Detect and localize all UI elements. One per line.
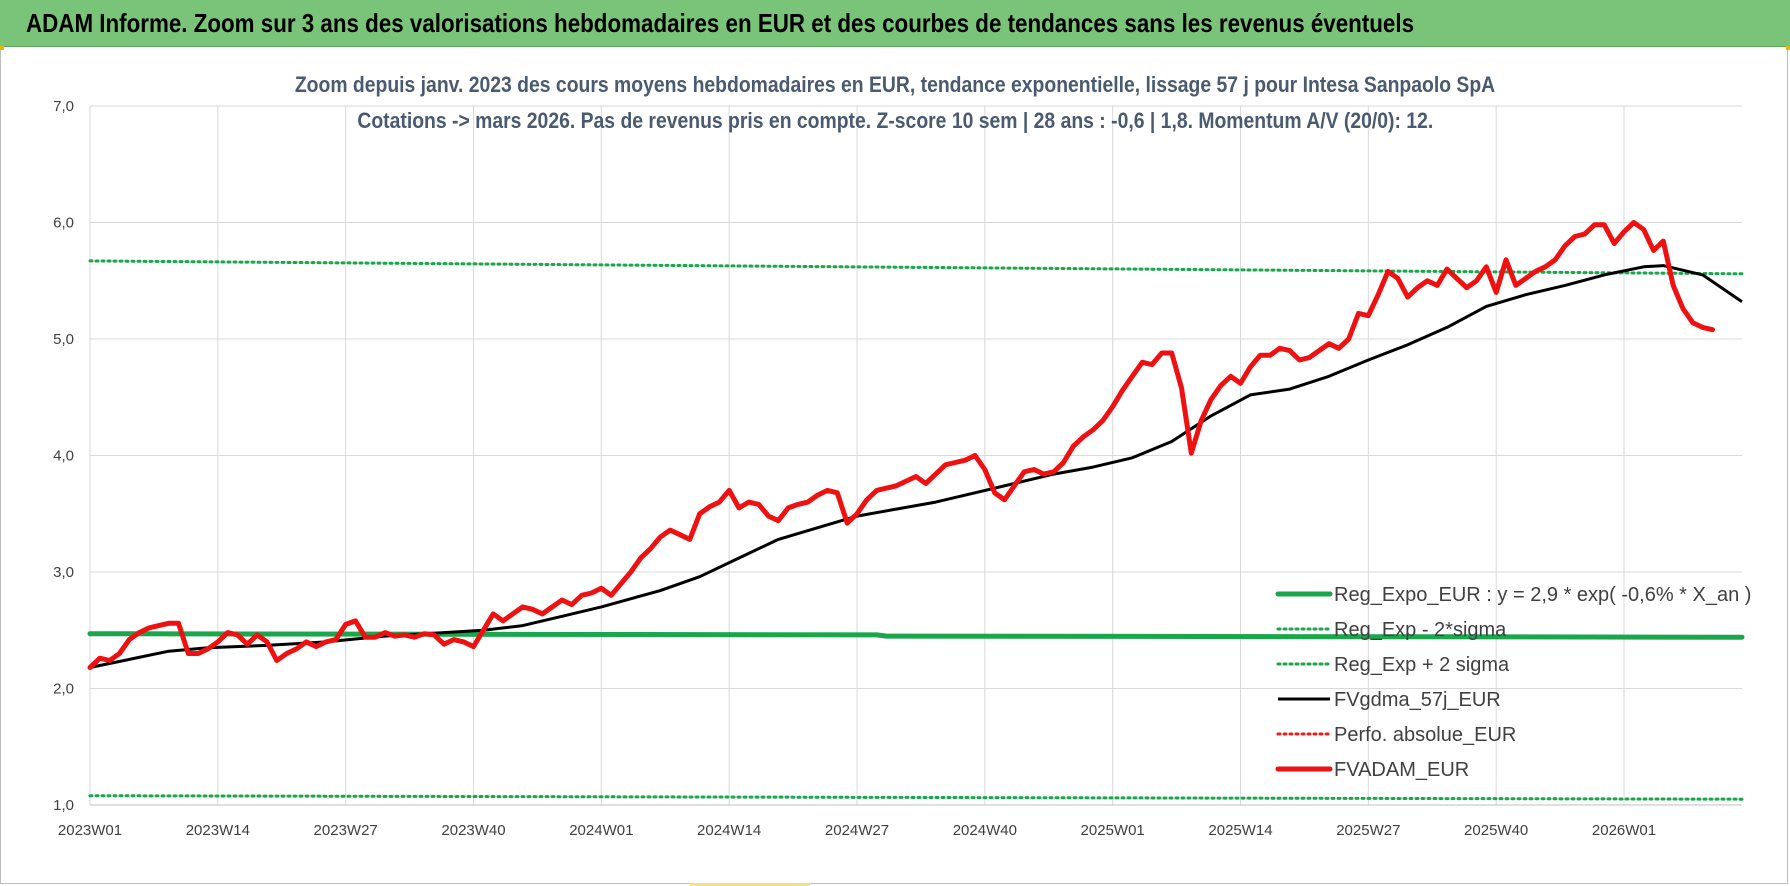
legend-label: FVADAM_EUR (1334, 759, 1469, 781)
report-banner: ADAM Informe. Zoom sur 3 ans des valoris… (0, 0, 1790, 47)
x-tick-label: 2024W01 (569, 822, 633, 839)
chart-title-text: Zoom depuis janv. 2023 des cours moyens … (294, 72, 1496, 97)
x-tick-label: 2025W14 (1208, 822, 1272, 839)
y-tick-label: 1,0 (53, 797, 74, 814)
x-tick-label: 2023W40 (441, 822, 505, 839)
y-tick-label: 7,0 (53, 98, 74, 115)
chart-title: Zoom depuis janv. 2023 des cours moyens … (0, 72, 1790, 98)
series-line (88, 794, 1744, 801)
y-tick-label: 2,0 (53, 681, 74, 698)
series-line (88, 259, 1744, 276)
series-line (87, 220, 1715, 670)
x-tick-label: 2023W27 (314, 822, 378, 839)
x-tick-label: 2024W14 (697, 822, 761, 839)
legend-label: Reg_Exp - 2*sigma (1334, 619, 1507, 641)
x-tick-label: 2026W01 (1592, 822, 1656, 839)
chart-frame (0, 46, 1788, 884)
x-tick-label: 2024W27 (825, 822, 889, 839)
legend-label: Reg_Exp + 2 sigma (1334, 654, 1510, 676)
bottom-marker (690, 883, 810, 886)
series-line (89, 264, 1743, 669)
x-tick-label: 2023W14 (186, 822, 250, 839)
frame-corner-marker (1786, 46, 1790, 50)
x-tick-label: 2025W40 (1464, 822, 1528, 839)
frame-corner-marker (0, 46, 4, 50)
x-tick-label: 2023W01 (58, 822, 122, 839)
y-tick-label: 3,0 (53, 564, 74, 581)
x-tick-label: 2024W40 (953, 822, 1017, 839)
x-tick-label: 2025W27 (1336, 822, 1400, 839)
y-tick-label: 6,0 (53, 215, 74, 232)
legend-label: Reg_Expo_EUR : y = 2,9 * exp( -0,6% * X_… (1334, 584, 1751, 606)
x-tick-label: 2025W01 (1081, 822, 1145, 839)
chart-subtitle: Cotations -> mars 2026. Pas de revenus p… (0, 108, 1790, 134)
y-tick-label: 4,0 (53, 448, 74, 465)
legend-label: Perfo. absolue_EUR (1334, 724, 1516, 746)
report-title: ADAM Informe. Zoom sur 3 ans des valoris… (26, 8, 1415, 38)
legend-label: FVgdma_57j_EUR (1334, 689, 1501, 711)
chart-subtitle-text: Cotations -> mars 2026. Pas de revenus p… (357, 108, 1433, 133)
y-tick-label: 5,0 (53, 331, 74, 348)
